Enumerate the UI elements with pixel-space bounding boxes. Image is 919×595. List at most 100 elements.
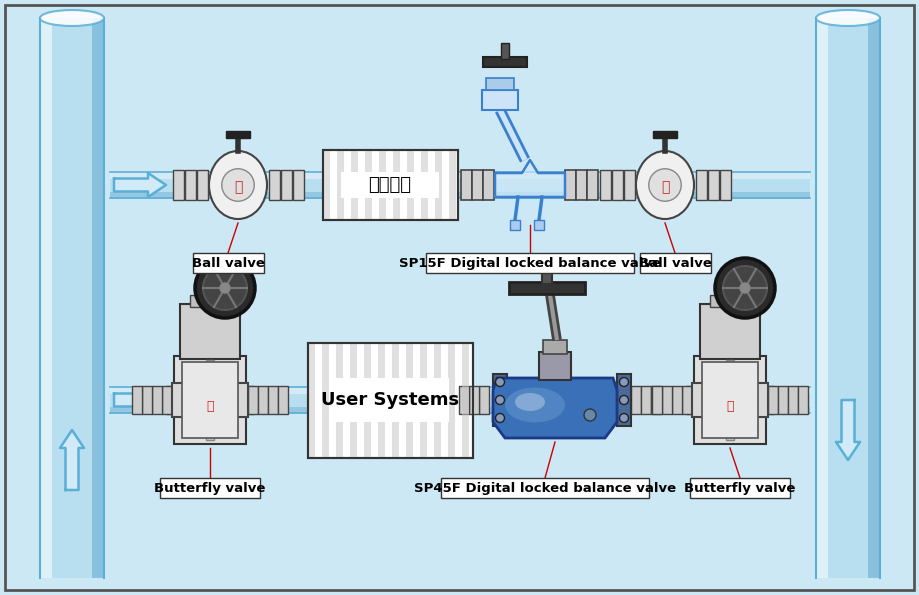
Bar — [335, 343, 343, 458]
Bar — [868, 18, 880, 578]
Bar — [350, 150, 357, 220]
Ellipse shape — [209, 151, 267, 219]
Bar — [483, 170, 494, 200]
Bar — [686, 386, 694, 414]
Bar — [682, 386, 692, 414]
Bar — [510, 220, 520, 230]
Bar — [493, 374, 507, 426]
Polygon shape — [493, 378, 617, 438]
Bar — [180, 304, 240, 359]
Bar — [726, 360, 734, 440]
Bar — [788, 386, 798, 414]
Bar — [308, 343, 472, 458]
Bar — [539, 352, 571, 380]
Bar — [652, 386, 662, 414]
Bar — [40, 18, 51, 578]
Bar — [110, 172, 810, 198]
Circle shape — [203, 266, 247, 310]
Circle shape — [221, 169, 255, 201]
Bar — [226, 131, 250, 138]
Bar — [766, 386, 774, 414]
Bar — [336, 150, 344, 220]
Circle shape — [715, 258, 775, 318]
Bar — [421, 150, 427, 220]
Bar — [365, 150, 371, 220]
Bar — [323, 150, 458, 220]
Ellipse shape — [636, 151, 694, 219]
Bar — [482, 90, 518, 110]
Bar — [631, 386, 641, 414]
Bar — [441, 478, 649, 498]
Bar — [197, 170, 208, 200]
Bar — [798, 386, 808, 414]
Bar — [110, 387, 810, 413]
Bar — [281, 170, 292, 200]
Bar — [331, 378, 449, 422]
Bar — [501, 43, 509, 59]
Text: ⓐ: ⓐ — [661, 180, 669, 194]
Bar — [293, 170, 304, 200]
Bar — [110, 407, 810, 414]
Text: Butterfly valve: Butterfly valve — [154, 481, 266, 494]
Bar — [392, 150, 400, 220]
Bar — [269, 170, 280, 200]
Bar — [690, 478, 789, 498]
Circle shape — [619, 414, 629, 422]
Bar — [486, 78, 514, 90]
Bar — [708, 170, 719, 200]
Circle shape — [619, 396, 629, 405]
Bar — [426, 253, 634, 273]
Bar — [434, 343, 440, 458]
Bar — [640, 253, 710, 273]
Circle shape — [495, 414, 505, 422]
Bar — [391, 343, 399, 458]
Bar — [132, 386, 142, 414]
Bar — [641, 386, 651, 414]
Polygon shape — [836, 400, 860, 460]
Bar — [612, 170, 623, 200]
Bar — [710, 295, 730, 307]
Circle shape — [584, 409, 596, 421]
Bar — [190, 295, 210, 307]
Bar — [720, 170, 731, 200]
Circle shape — [195, 258, 255, 318]
Bar — [182, 362, 238, 438]
Bar — [110, 172, 810, 179]
Text: Ball valve: Ball valve — [191, 256, 265, 270]
Bar — [166, 386, 174, 414]
Bar — [364, 343, 370, 458]
Bar — [587, 170, 598, 200]
Bar — [419, 343, 426, 458]
Text: SP45F Digital locked balance valve: SP45F Digital locked balance valve — [414, 481, 676, 494]
Bar — [543, 340, 567, 354]
Bar — [206, 360, 214, 440]
Circle shape — [619, 377, 629, 387]
Polygon shape — [114, 173, 166, 197]
Ellipse shape — [40, 10, 104, 26]
Polygon shape — [60, 430, 84, 490]
Text: SP15F Digital locked balance valve: SP15F Digital locked balance valve — [399, 256, 661, 270]
Bar — [93, 18, 104, 578]
Bar — [662, 386, 672, 414]
Bar — [152, 386, 162, 414]
Bar — [323, 150, 330, 220]
Bar — [768, 386, 778, 414]
Bar — [435, 150, 441, 220]
Bar — [246, 386, 254, 414]
Circle shape — [495, 377, 505, 387]
Bar — [110, 387, 810, 394]
Circle shape — [740, 283, 750, 293]
Bar — [651, 386, 661, 414]
Bar — [405, 343, 413, 458]
Bar — [349, 343, 357, 458]
Bar — [323, 150, 458, 220]
Text: ⓐ: ⓐ — [726, 399, 733, 412]
Bar — [600, 170, 611, 200]
Polygon shape — [495, 160, 565, 197]
Circle shape — [495, 396, 505, 405]
Bar — [258, 386, 268, 414]
Bar — [816, 18, 827, 578]
Bar — [694, 356, 766, 444]
Bar — [185, 170, 196, 200]
Bar — [778, 386, 788, 414]
